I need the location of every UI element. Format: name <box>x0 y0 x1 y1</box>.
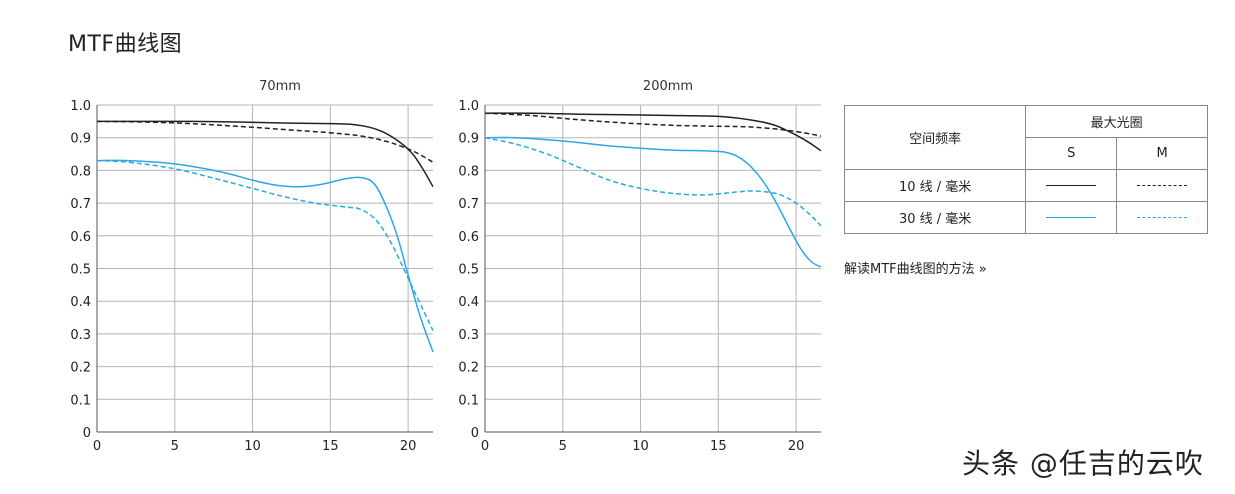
y-tick-label: 0.9 <box>70 132 91 147</box>
spatial-frequency-header: 空间频率 <box>843 105 1027 170</box>
legend-row-label: 10 线 / 毫米 <box>843 169 1027 202</box>
y-tick-label: 0.6 <box>458 230 479 245</box>
legend-dashed-black-line <box>1137 185 1188 186</box>
y-tick-label: 0.4 <box>458 295 479 310</box>
legend-sample-cell <box>1025 169 1118 202</box>
30lpmm-sagittal-line <box>96 159 434 353</box>
x-tick-label: 5 <box>559 439 567 454</box>
x-tick-label: 15 <box>322 439 339 454</box>
chart-title: 70mm <box>259 79 301 94</box>
y-tick-label: 1.0 <box>70 99 91 114</box>
y-tick-label: 0.2 <box>70 361 91 376</box>
meridional-column-header: M <box>1116 137 1208 170</box>
mtf-explanation-link[interactable]: 解读MTF曲线图的方法 » <box>844 262 987 277</box>
x-tick-label: 20 <box>788 439 805 454</box>
y-tick-label: 0.5 <box>70 263 91 278</box>
y-tick-label: 0.1 <box>458 393 479 408</box>
watermark: 头条 @任吉的云吹 <box>962 447 1204 480</box>
legend-row-label: 30 线 / 毫米 <box>843 201 1027 234</box>
10lpmm-meridional-line <box>484 112 822 137</box>
y-tick-label: 0.4 <box>70 295 91 310</box>
legend-sample-cell <box>1025 201 1118 234</box>
y-tick-label: 0.8 <box>70 164 91 179</box>
10lpmm-sagittal-line <box>96 120 434 188</box>
legend-sample-cell <box>1116 169 1208 202</box>
chart-title: 200mm <box>643 79 693 94</box>
x-tick-label: 10 <box>244 439 261 454</box>
30lpmm-meridional-line <box>484 136 822 227</box>
y-tick-label: 0.6 <box>70 230 91 245</box>
y-tick-label: 0.7 <box>458 197 479 212</box>
y-tick-label: 0.8 <box>458 164 479 179</box>
legend-dashed-blue-line <box>1137 217 1188 218</box>
x-tick-label: 15 <box>710 439 727 454</box>
legend-solid-blue-line <box>1046 217 1097 218</box>
y-tick-label: 0.5 <box>458 263 479 278</box>
y-tick-label: 0.3 <box>70 328 91 343</box>
x-tick-label: 0 <box>93 439 101 454</box>
y-tick-label: 1.0 <box>458 99 479 114</box>
page-title: MTF曲线图 <box>68 32 183 57</box>
y-tick-label: 0.1 <box>70 393 91 408</box>
10lpmm-sagittal-line <box>484 112 822 152</box>
30lpmm-sagittal-line <box>484 136 822 268</box>
max-aperture-header: 最大光圈 <box>1025 105 1208 138</box>
10lpmm-meridional-line <box>96 120 434 163</box>
x-tick-label: 5 <box>171 439 179 454</box>
legend-solid-black-line <box>1046 185 1097 186</box>
legend-table: 空间频率 最大光圈 S M 10 线 / 毫米 30 线 / 毫米 <box>843 105 1208 234</box>
y-tick-label: 0.9 <box>458 132 479 147</box>
legend-sample-cell <box>1116 201 1208 234</box>
sagittal-column-header: S <box>1025 137 1118 170</box>
y-tick-label: 0 <box>83 426 91 441</box>
y-tick-label: 0 <box>471 426 479 441</box>
x-tick-label: 10 <box>632 439 649 454</box>
x-tick-label: 20 <box>400 439 417 454</box>
y-tick-label: 0.7 <box>70 197 91 212</box>
y-tick-label: 0.3 <box>458 328 479 343</box>
30lpmm-meridional-line <box>96 159 434 331</box>
x-tick-label: 0 <box>481 439 489 454</box>
y-tick-label: 0.2 <box>458 361 479 376</box>
